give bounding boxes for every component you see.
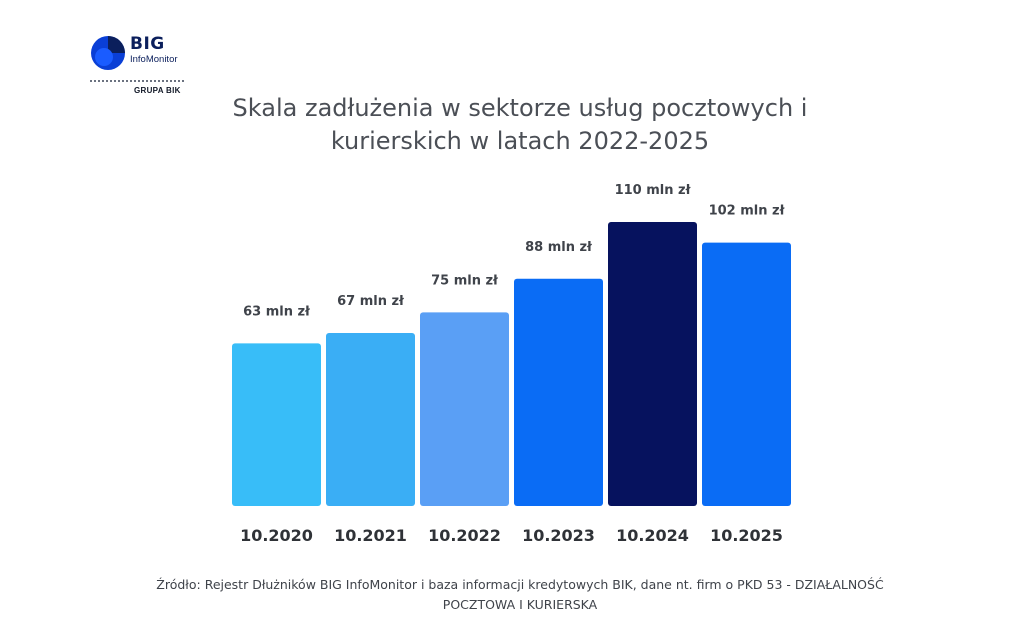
data-label-10.2024: 110 mln zł bbox=[615, 183, 692, 198]
logo-group: GRUPA BIK bbox=[134, 86, 181, 95]
source-note-line-1: Źródło: Rejestr Dłużników BIG InfoMonito… bbox=[156, 577, 884, 592]
source-note: Źródło: Rejestr Dłużników BIG InfoMonito… bbox=[60, 575, 980, 615]
bar-10.2024 bbox=[608, 222, 697, 506]
data-label-10.2025: 102 mln zł bbox=[709, 204, 786, 219]
x-tick-label-10.2021: 10.2021 bbox=[334, 526, 407, 545]
x-tick-label-10.2023: 10.2023 bbox=[522, 526, 595, 545]
data-label-10.2023: 88 mln zł bbox=[525, 240, 593, 255]
data-label-10.2021: 67 mln zł bbox=[337, 294, 405, 309]
logo-brand: BIG bbox=[130, 34, 165, 54]
bar-10.2020 bbox=[232, 343, 321, 506]
bar-10.2022 bbox=[420, 312, 509, 506]
x-tick-label-10.2020: 10.2020 bbox=[240, 526, 313, 545]
x-tick-label-10.2024: 10.2024 bbox=[616, 526, 689, 545]
bar-10.2025 bbox=[702, 242, 791, 506]
data-label-10.2020: 63 mln zł bbox=[243, 304, 311, 319]
source-note-line-2: POCZTOWA I KURIERSKA bbox=[442, 597, 598, 612]
bar-10.2023 bbox=[514, 278, 603, 506]
logo-subtitle: InfoMonitor bbox=[130, 54, 178, 65]
chart-title: Skala zadłużenia w sektorze usług poczto… bbox=[232, 94, 808, 155]
x-tick-label-10.2022: 10.2022 bbox=[428, 526, 501, 545]
logo-circle-icon bbox=[91, 36, 125, 70]
logo-divider bbox=[90, 80, 184, 82]
big-infomonitor-logo: BIG InfoMonitor GRUPA BIK bbox=[88, 32, 188, 102]
x-tick-label-10.2025: 10.2025 bbox=[710, 526, 783, 545]
data-label-10.2022: 75 mln zł bbox=[431, 273, 499, 288]
bar-chart: 63 mln zł 10.2020 67 mln zł 10.2021 75 mln z… bbox=[232, 183, 791, 545]
bar-10.2021 bbox=[326, 333, 415, 506]
